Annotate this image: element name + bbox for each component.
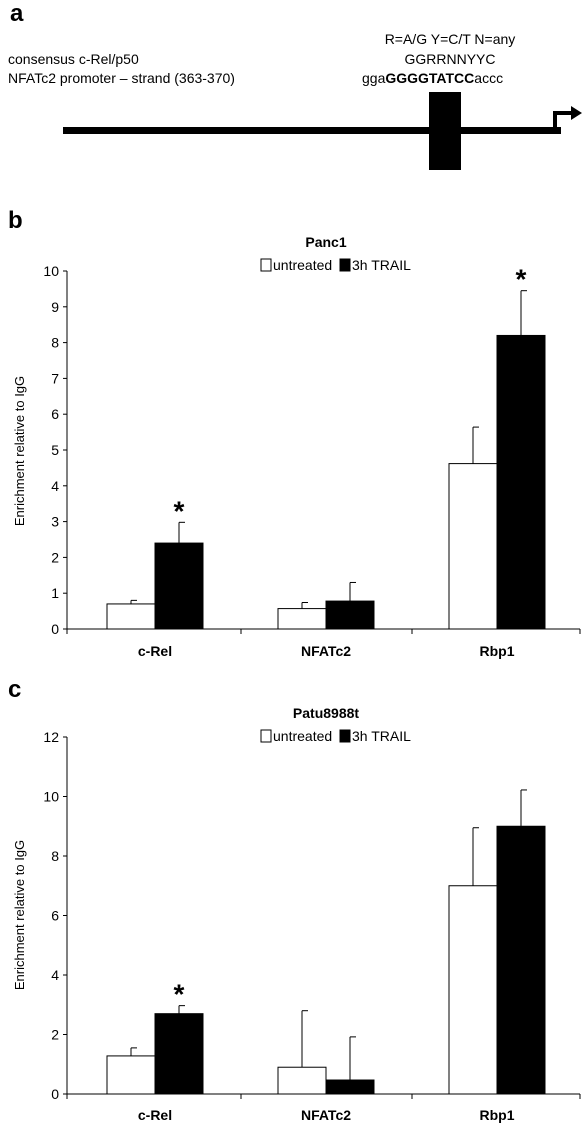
x-category-label: c-Rel [138,1107,172,1123]
x-category-label: Rbp1 [480,1107,515,1123]
legend-label-untreated: untreated [273,257,332,273]
significance-star: * [174,495,185,526]
panel-c-letter: c [8,676,22,703]
patu8988t-bar-chart: Patu8988t untreated 3h TRAIL Enrichment rel… [12,705,581,1123]
bar-trail-nfatc2 [325,600,375,630]
legend-label-trail: 3h TRAIL [352,728,411,744]
y-tick-label: 10 [43,263,59,279]
legend-swatch-trail [339,729,351,743]
y-tick-label: 1 [51,585,59,601]
x-category-label: NFATc2 [301,1107,351,1123]
y-tick-label: 8 [51,335,59,351]
bar-trail-rbp1 [496,334,546,630]
x-category-label: c-Rel [138,643,172,659]
legend-label-untreated: untreated [273,728,332,744]
legend-swatch-untreated [260,258,272,272]
y-tick-label: 10 [43,789,59,805]
panel-a-promoter-sequence: ggaGGGGTATCCaccc [362,70,503,86]
seq-core: GGGGTATCC [385,70,475,86]
bar-trail-nfatc2 [325,1079,375,1095]
y-tick-label: 5 [51,442,59,458]
promoter-line [63,127,561,134]
y-tick-label: 9 [51,299,59,315]
panel-a-letter: a [10,0,24,27]
x-category-label: Rbp1 [480,643,515,659]
legend-swatch-trail [339,258,351,272]
legend-swatch-untreated [260,729,272,743]
bar-trail-rbp1 [496,825,546,1095]
tss-arrow-head [571,106,582,120]
x-category-label: NFATc2 [301,643,351,659]
panel-a-consensus-sequence: GGRRNNYYC [404,51,496,67]
y-tick-label: 8 [51,848,59,864]
y-tick-label: 3 [51,514,59,530]
panel-b-letter: b [8,207,23,234]
significance-star: * [174,979,185,1010]
bar-untreated-c-rel [106,1055,156,1095]
y-tick-label: 2 [51,1027,59,1043]
seq-suffix: accc [474,70,504,86]
promoter-diagram [63,92,582,170]
y-tick-label: 0 [51,621,59,637]
y-tick-label: 4 [51,478,59,494]
legend-label-trail: 3h TRAIL [352,257,411,273]
y-tick-label: 0 [51,1086,59,1102]
seq-prefix: gga [362,70,386,86]
panel-a-promoter-label: NFATc2 promoter – strand (363-370) [8,70,235,86]
y-tick-label: 2 [51,549,59,565]
significance-star: * [516,264,527,295]
y-axis-label: Enrichment relative to IgG [12,376,27,526]
y-tick-label: 4 [51,967,59,983]
y-tick-label: 6 [51,406,59,422]
bar-untreated-nfatc2 [277,608,327,630]
y-tick-label: 6 [51,908,59,924]
bar-untreated-rbp1 [448,885,498,1095]
bar-trail-c-rel [154,1013,204,1095]
chart-title: Panc1 [305,234,346,250]
y-tick-label: 7 [51,370,59,386]
binding-site-box [429,92,461,170]
y-tick-label: 12 [43,729,59,745]
panel-a-legend-codes: R=A/G Y=C/T N=any [384,31,516,47]
panel-a-consensus-label: consensus c-Rel/p50 [8,51,139,67]
y-axis-label: Enrichment relative to IgG [12,840,27,990]
bar-untreated-nfatc2 [277,1066,327,1095]
tss-arrow-stem [553,111,572,130]
bar-untreated-c-rel [106,603,156,630]
bar-trail-c-rel [154,542,204,630]
bar-untreated-rbp1 [448,463,498,630]
chart-title: Patu8988t [293,705,359,721]
panc1-bar-chart: Panc1 untreated 3h TRAIL Enrichment relativ… [12,234,581,659]
